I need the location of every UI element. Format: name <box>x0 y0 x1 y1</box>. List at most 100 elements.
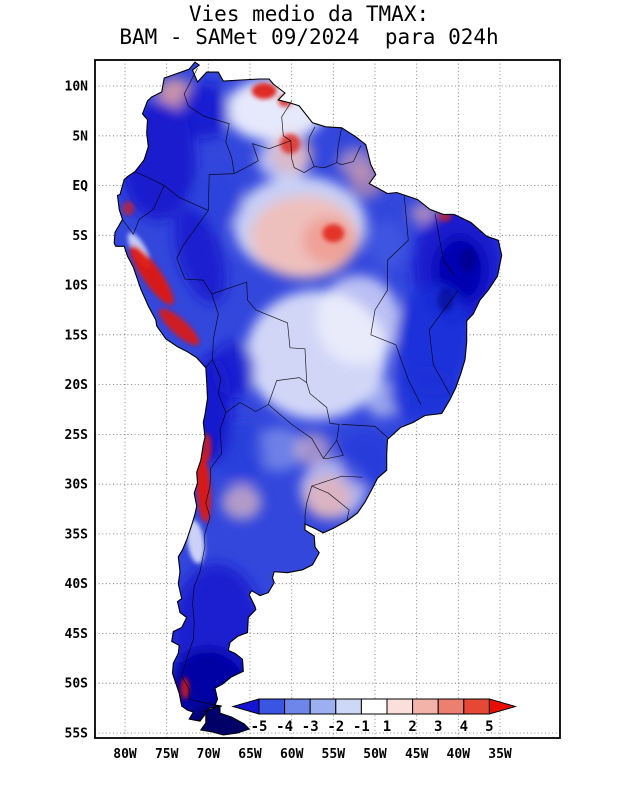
lat-tick-label: 5S <box>72 229 88 244</box>
bias-field-blob <box>187 520 205 564</box>
bias-field-blob <box>369 220 406 271</box>
admin-border-line <box>225 402 269 413</box>
admin-border-line <box>176 210 212 295</box>
colorbar-label: 3 <box>434 719 442 735</box>
lat-tick-label: 15S <box>65 328 89 343</box>
bias-field-blob <box>190 172 244 229</box>
lat-tick-label: 5N <box>72 129 88 144</box>
lat-tick-label: 20S <box>65 378 89 393</box>
plot-frame <box>94 59 561 739</box>
lat-tick-label: 35S <box>65 527 89 542</box>
admin-border-line <box>205 359 213 368</box>
colorbar-cell <box>284 698 311 715</box>
bias-field-blob <box>350 166 384 199</box>
admin-border-line <box>336 127 343 163</box>
bias-field-blob <box>251 83 277 99</box>
country-borders <box>122 67 459 706</box>
admin-border-line <box>307 126 316 167</box>
bias-field-blob <box>159 308 200 346</box>
chart-title-line1: Vies medio da TMAX: <box>188 2 430 26</box>
bias-field-blob <box>388 366 462 423</box>
lat-tick-label: EQ <box>72 179 88 194</box>
colorbar-label: 5 <box>485 719 493 735</box>
lon-tick-label: 50W <box>363 747 387 762</box>
admin-border-line <box>211 281 311 394</box>
lat-tick-label: 50S <box>65 677 89 692</box>
tierra-del-fuego-coastline <box>199 705 251 736</box>
admin-border-line <box>311 475 363 487</box>
lat-tick-label: 30S <box>65 478 89 493</box>
admin-border-line <box>428 289 459 395</box>
coastline <box>113 61 503 722</box>
admin-border-line <box>163 185 209 211</box>
bias-field-blob <box>395 285 472 395</box>
admin-border-line <box>181 412 227 706</box>
colorbar-cell <box>412 698 439 715</box>
colorbar-label: -5 <box>251 719 268 735</box>
bias-field-blob <box>221 484 262 520</box>
south-america-landmass <box>113 61 503 736</box>
colorbar-cell <box>309 698 337 715</box>
lat-tick-label: 40S <box>65 577 89 592</box>
admin-border-line <box>212 359 227 413</box>
admin-border-line <box>211 293 219 360</box>
lon-tick-label: 60W <box>280 747 304 762</box>
admin-border-line <box>122 185 165 236</box>
admin-border-line <box>234 140 291 174</box>
colorbar-label: -4 <box>276 719 293 735</box>
bias-field-blob <box>179 83 230 139</box>
lon-tick-label: 65W <box>238 747 262 762</box>
admin-border-line <box>290 140 362 173</box>
bias-field-blob <box>316 275 400 365</box>
bias-field-blob <box>122 201 135 216</box>
colorbar-label: 4 <box>460 719 468 735</box>
admin-border-line <box>341 424 388 438</box>
chart-title-line2: BAM - SAMet 09/2024 para 024h <box>119 25 499 49</box>
lon-tick-label: 80W <box>113 747 137 762</box>
colorbar-label: -1 <box>353 719 370 735</box>
admin-border-line <box>311 485 350 522</box>
lon-tick-label: 40W <box>447 747 471 762</box>
bias-field-blob <box>304 475 351 519</box>
admin-border-line <box>309 393 340 441</box>
colorbar: -5 -4 -3 -2 -1 1 2 3 4 5 <box>231 698 518 735</box>
bias-field-blob <box>180 677 190 700</box>
bias-field-blob <box>322 224 345 243</box>
bias-field-blob <box>438 210 452 222</box>
admin-border-line <box>134 171 165 186</box>
colorbar-label: -2 <box>327 719 344 735</box>
admin-border-line <box>268 404 337 459</box>
lon-tick-label: 35W <box>488 747 512 762</box>
lat-tick-label: 10S <box>65 279 89 294</box>
colorbar-cell <box>335 698 362 715</box>
admin-border-line <box>183 67 235 174</box>
admin-border-line <box>207 173 235 211</box>
admin-border-line <box>370 334 422 405</box>
lat-tick-label: 45S <box>65 627 89 642</box>
colorbar-cell <box>463 698 490 715</box>
bias-field-blob <box>254 427 305 472</box>
lat-tick-label: 25S <box>65 428 89 443</box>
bias-field-blob <box>338 431 396 488</box>
axis-labels: 10N 5N EQ 5S 10S 15S 20S 25S 30S 35S 40S 45S 50S 55S 8… <box>65 80 512 763</box>
lon-tick-label: 70W <box>197 747 221 762</box>
bias-field-blob <box>437 288 455 312</box>
colorbar-cell <box>360 698 388 715</box>
bias-field-blob <box>129 245 174 305</box>
admin-border-line <box>323 440 344 459</box>
admin-border-line <box>267 377 307 405</box>
lon-tick-label: 55W <box>322 747 346 762</box>
admin-border-line <box>370 195 409 335</box>
colorbar-cell <box>258 698 286 715</box>
lon-tick-label: 75W <box>155 747 179 762</box>
admin-border-line <box>434 213 455 276</box>
bias-field-blob <box>195 451 211 523</box>
bias-field-blob <box>460 248 477 273</box>
lat-tick-label: 55S <box>65 727 89 742</box>
colorbar-arrow-left <box>231 698 260 715</box>
colorbar-cell <box>386 698 414 715</box>
admin-border-line <box>281 100 292 141</box>
admin-border-line <box>304 486 313 524</box>
